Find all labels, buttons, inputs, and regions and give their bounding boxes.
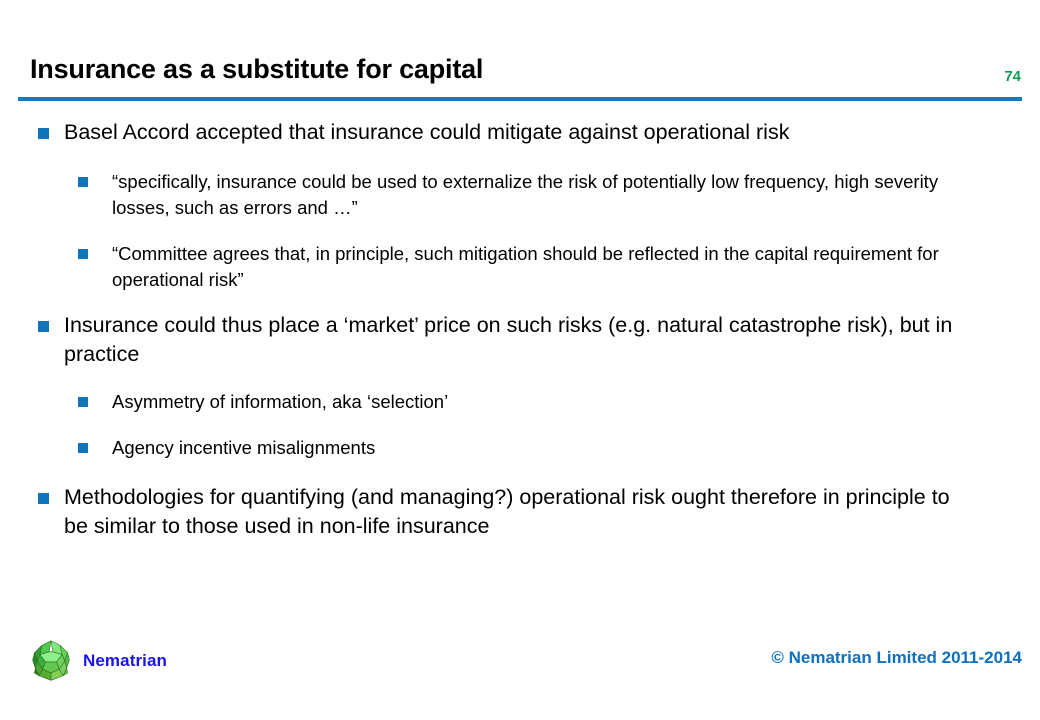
sub-bullet-item-2-2-label: Agency incentive misalignments [112,437,376,458]
spacer [0,293,1040,311]
sub-bullet-item-1-1: “specifically, insurance could be used t… [78,169,1040,221]
spacer [0,221,1040,241]
bullet-square-icon [78,249,88,259]
sub-bullet-item-1-2-label: “Committee agrees that, in principle, su… [112,243,939,290]
sub-bullet-item-2-1-label: Asymmetry of information, aka ‘selection… [112,391,449,412]
bullet-square-icon [78,397,88,407]
spacer [0,147,1040,169]
slide-footer: Nematrian © Nematrian Limited 2011-2014 [0,624,1040,720]
spacer [0,461,1040,483]
page-number: 74 [1004,68,1021,85]
bullet-item-2-label: Insurance could thus place a ‘market’ pr… [64,313,953,366]
sub-bullet-item-2-2: Agency incentive misalignments [78,435,1040,461]
bullet-item-3: Methodologies for quantifying (and manag… [38,483,1040,541]
bullet-item-1: Basel Accord accepted that insurance cou… [38,118,1040,147]
sub-bullet-item-1-1-label: “specifically, insurance could be used t… [112,171,939,218]
spacer [0,415,1040,435]
bullet-square-icon [78,443,88,453]
page-title: Insurance as a substitute for capital [30,54,484,84]
slide-body: Basel Accord accepted that insurance cou… [0,118,1040,618]
sub-bullet-item-2-1: Asymmetry of information, aka ‘selection… [78,389,1040,415]
bullet-square-icon [78,177,88,187]
bullet-square-icon [38,493,49,504]
brand-logo: Nematrian [28,638,167,684]
copyright-notice: © Nematrian Limited 2011-2014 [771,648,1022,667]
bullet-item-1-label: Basel Accord accepted that insurance cou… [64,120,790,144]
bullet-item-2: Insurance could thus place a ‘market’ pr… [38,311,1040,369]
sub-bullet-item-1-2: “Committee agrees that, in principle, su… [78,241,1040,293]
bullet-square-icon [38,321,49,332]
spacer [0,369,1040,389]
title-divider [18,97,1022,101]
bullet-square-icon [38,128,49,139]
brand-logo-text: Nematrian [83,651,168,670]
bullet-item-3-label: Methodologies for quantifying (and manag… [64,485,950,538]
nematrian-polyhedron-icon [32,640,70,681]
